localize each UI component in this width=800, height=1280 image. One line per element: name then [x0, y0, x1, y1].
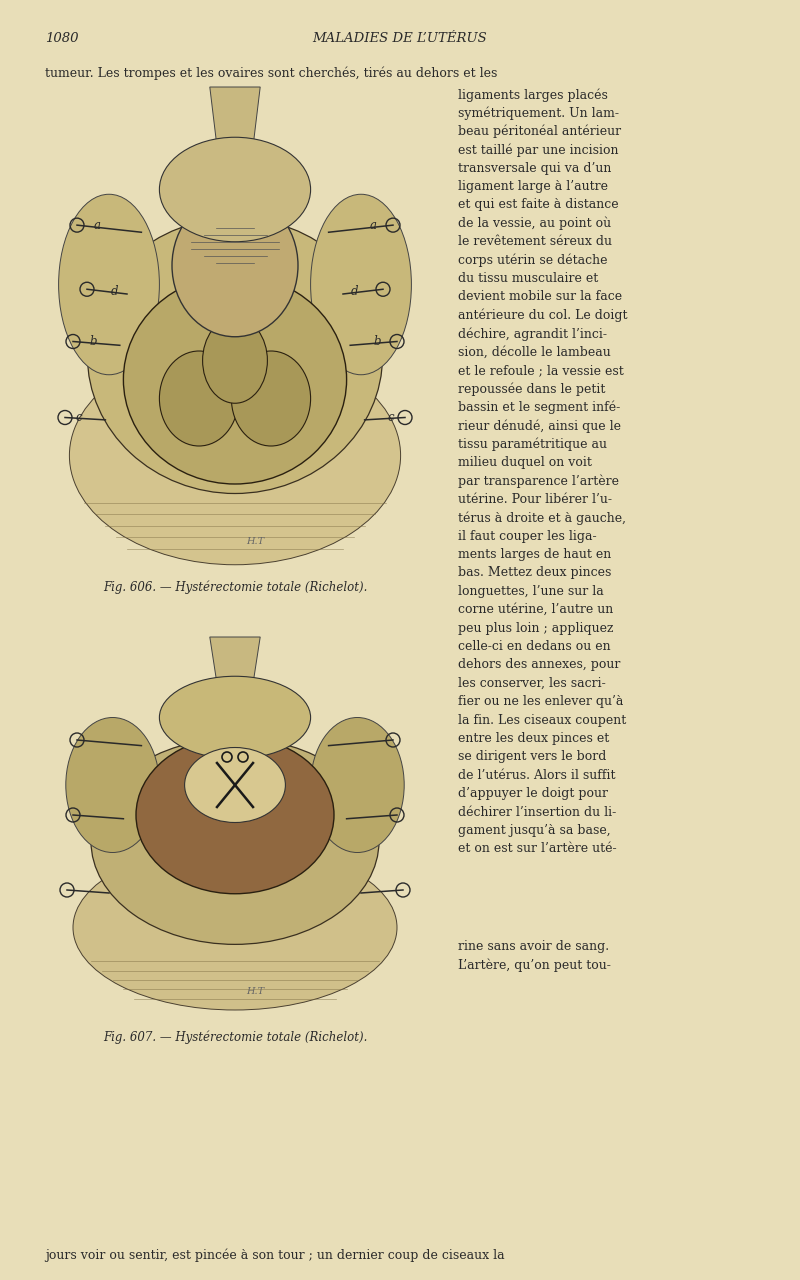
Text: et le refoule ; la vessie est: et le refoule ; la vessie est [458, 364, 624, 378]
Ellipse shape [91, 739, 379, 945]
Ellipse shape [310, 718, 404, 852]
Ellipse shape [66, 718, 159, 852]
Text: c: c [388, 411, 394, 424]
Ellipse shape [310, 195, 411, 375]
Text: Fig. 607. — Hystérectomie totale (Richelot).: Fig. 607. — Hystérectomie totale (Richel… [103, 1030, 367, 1043]
Text: de l’utérus. Alors il suffit: de l’utérus. Alors il suffit [458, 769, 615, 782]
Text: la fin. Les ciseaux coupent: la fin. Les ciseaux coupent [458, 713, 626, 727]
Ellipse shape [87, 218, 382, 494]
Text: tissu paramétritique au: tissu paramétritique au [458, 438, 607, 451]
Text: par transparence l’artère: par transparence l’artère [458, 475, 619, 488]
Text: longuettes, l’une sur la: longuettes, l’une sur la [458, 585, 604, 598]
Text: rine sans avoir de sang.: rine sans avoir de sang. [458, 940, 609, 954]
Text: milieu duquel on voit: milieu duquel on voit [458, 456, 592, 468]
Text: devient mobile sur la face: devient mobile sur la face [458, 291, 622, 303]
Text: entre les deux pinces et: entre les deux pinces et [458, 732, 610, 745]
Text: rieur dénudé, ainsi que le: rieur dénudé, ainsi que le [458, 420, 621, 433]
Text: corne utérine, l’autre un: corne utérine, l’autre un [458, 603, 614, 616]
Text: beau péritonéal antérieur: beau péritonéal antérieur [458, 124, 621, 138]
Text: d: d [111, 285, 118, 298]
Text: ligaments larges placés: ligaments larges placés [458, 88, 608, 101]
Text: tumeur. Les trompes et les ovaires sont cherchés, tirés au dehors et les: tumeur. Les trompes et les ovaires sont … [45, 67, 498, 79]
Ellipse shape [159, 351, 238, 445]
Text: il faut couper les liga-: il faut couper les liga- [458, 530, 597, 543]
Ellipse shape [172, 195, 298, 337]
Text: térus à droite et à gauche,: térus à droite et à gauche, [458, 511, 626, 525]
Ellipse shape [73, 845, 397, 1010]
Text: b: b [90, 335, 97, 348]
Ellipse shape [202, 317, 267, 403]
Text: bas. Mettez deux pinces: bas. Mettez deux pinces [458, 566, 611, 580]
Text: MALADIES DE L’UTÉRUS: MALADIES DE L’UTÉRUS [313, 32, 487, 45]
Text: d’appuyer le doigt pour: d’appuyer le doigt pour [458, 787, 608, 800]
Text: 1080: 1080 [45, 32, 78, 45]
Text: symétriquement. Un lam-: symétriquement. Un lam- [458, 106, 619, 120]
Ellipse shape [70, 347, 401, 564]
Polygon shape [210, 637, 260, 684]
Text: utérine. Pour libérer l’u-: utérine. Pour libérer l’u- [458, 493, 612, 506]
Ellipse shape [159, 676, 310, 759]
Text: déchirer l’insertion du li-: déchirer l’insertion du li- [458, 805, 616, 819]
Text: repoussée dans le petit: repoussée dans le petit [458, 383, 606, 396]
Text: dehors des annexes, pour: dehors des annexes, pour [458, 658, 620, 672]
Text: et qui est faite à distance: et qui est faite à distance [458, 198, 618, 211]
Text: sion, décolle le lambeau: sion, décolle le lambeau [458, 346, 610, 358]
Text: H.T: H.T [246, 987, 264, 996]
Ellipse shape [159, 137, 310, 242]
Text: a: a [370, 219, 377, 232]
Text: a: a [94, 219, 101, 232]
Text: antérieure du col. Le doigt: antérieure du col. Le doigt [458, 308, 627, 323]
Ellipse shape [185, 748, 286, 823]
Text: b: b [374, 335, 381, 348]
Text: et on est sur l’artère uté-: et on est sur l’artère uté- [458, 842, 617, 855]
Text: les conserver, les sacri-: les conserver, les sacri- [458, 677, 606, 690]
Text: H.T: H.T [246, 536, 264, 545]
Text: ligament large à l’autre: ligament large à l’autre [458, 180, 608, 193]
Text: Fig. 606. — Hystérectomie totale (Richelot).: Fig. 606. — Hystérectomie totale (Richel… [103, 580, 367, 594]
Ellipse shape [136, 736, 334, 893]
Text: c: c [76, 411, 82, 424]
Ellipse shape [231, 351, 310, 445]
Text: fier ou ne les enlever qu’à: fier ou ne les enlever qu’à [458, 695, 623, 708]
Text: du tissu musculaire et: du tissu musculaire et [458, 271, 598, 285]
Text: de la vessie, au point où: de la vessie, au point où [458, 216, 611, 230]
Text: jours voir ou sentir, est pincée à son tour ; un dernier coup de ciseaux la: jours voir ou sentir, est pincée à son t… [45, 1248, 505, 1262]
Polygon shape [210, 87, 260, 147]
Text: le revêtement séreux du: le revêtement séreux du [458, 236, 612, 248]
Text: se dirigent vers le bord: se dirigent vers le bord [458, 750, 606, 763]
Text: corps utérin se détache: corps utérin se détache [458, 253, 607, 268]
Text: celle-ci en dedans ou en: celle-ci en dedans ou en [458, 640, 610, 653]
Text: gament jusqu’à sa base,: gament jusqu’à sa base, [458, 824, 610, 837]
Text: ments larges de haut en: ments larges de haut en [458, 548, 611, 561]
Text: transversale qui va d’un: transversale qui va d’un [458, 161, 611, 174]
Text: peu plus loin ; appliquez: peu plus loin ; appliquez [458, 622, 614, 635]
Text: bassin et le segment infé-: bassin et le segment infé- [458, 401, 620, 415]
Text: d: d [351, 285, 358, 298]
Ellipse shape [58, 195, 159, 375]
Ellipse shape [123, 275, 346, 484]
Text: L’artère, qu’on peut tou-: L’artère, qu’on peut tou- [458, 959, 611, 972]
Text: est taillé par une incision: est taillé par une incision [458, 143, 618, 156]
Text: déchire, agrandit l’inci-: déchire, agrandit l’inci- [458, 328, 607, 340]
